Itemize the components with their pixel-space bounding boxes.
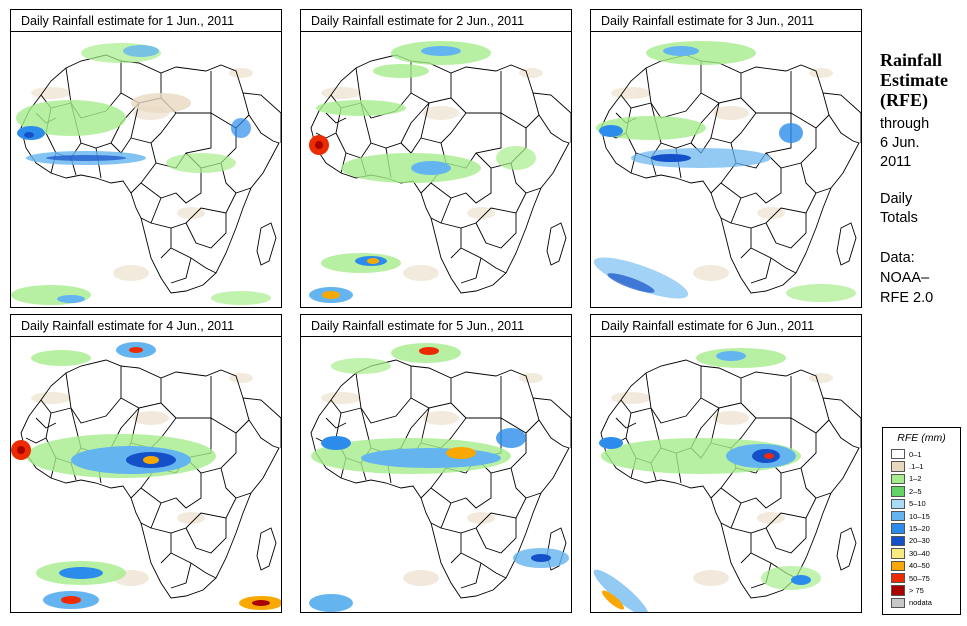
africa-map-4 [11,338,281,612]
sidebar-title-line1: Rainfall [880,50,943,70]
legend-label: 0–1 [909,449,922,459]
africa-map-2 [301,33,571,307]
legend-label: .1–1 [909,462,924,472]
rain-overlay-4 [11,342,281,610]
legend-swatch [891,473,905,485]
africa-map-6 [591,338,861,612]
legend-swatch [891,585,905,596]
map-panel-5: Daily Rainfall estimate for 5 Jun., 2011 [300,314,572,613]
legend-item: 2–5 [891,486,922,497]
legend-swatch [891,449,905,460]
map-panel-3: Daily Rainfall estimate for 3 Jun., 2011 [590,9,862,308]
legend-label: 30–40 [909,548,930,558]
map-panel-2: Daily Rainfall estimate for 2 Jun., 2011 [300,9,572,308]
legend-item: 5–10 [891,498,926,509]
legend-swatch [891,560,905,571]
panel-title-4: Daily Rainfall estimate for 4 Jun., 2011 [11,315,281,337]
sidebar-through: through [880,116,930,132]
sidebar-date-line1: 6 Jun. [880,135,920,151]
panel-title-5: Daily Rainfall estimate for 5 Jun., 2011 [301,315,571,337]
panel-title-2: Daily Rainfall estimate for 2 Jun., 2011 [301,10,571,32]
legend-item: 15–20 [891,523,930,534]
sidebar-date-line2: 2011 [880,154,912,170]
legend-item: 20–30 [891,535,930,547]
legend-title: RFE (mm) [897,432,946,444]
rfe-legend: RFE (mm) 0–1 .1–1 1–2 2–5 5–10 10–15 15–20 20–3… [882,427,961,615]
legend-item: 30–40 [891,548,930,559]
panel-title-1: Daily Rainfall estimate for 1 Jun., 2011 [11,10,281,32]
legend-swatch [891,486,905,497]
africa-map-1 [11,33,281,307]
legend-swatch [891,535,905,547]
sidebar-data-line1: Data: [880,250,915,266]
legend-label: 1–2 [909,474,922,484]
legend-label: 15–20 [909,524,930,534]
sidebar-data-line3: RFE 2.0 [880,290,934,306]
panel-title-6: Daily Rainfall estimate for 6 Jun., 2011 [591,315,861,337]
legend-item: 50–75 [891,573,930,584]
sidebar-title-line2: Estimate [880,70,948,90]
legend-label: 5–10 [909,499,926,509]
legend-swatch [891,461,905,472]
legend-label: 2–5 [909,486,922,496]
legend-swatch [891,498,905,509]
sidebar-data-line2: NOAA– [880,270,930,286]
legend-item: 10–15 [891,511,930,522]
legend-item: 40–50 [891,560,930,571]
africa-map-5 [301,338,571,612]
legend-label: nodata [909,598,932,608]
legend-swatch [891,511,905,522]
rain-overlay-1 [11,43,271,305]
legend-item: 1–2 [891,473,922,485]
rain-overlay-2 [309,41,536,303]
legend-swatch [891,523,905,534]
legend-item: nodata [891,597,932,609]
legend-label: 40–50 [909,561,930,571]
map-panel-1: Daily Rainfall estimate for 1 Jun., 2011 [10,9,282,308]
legend-label: 20–30 [909,536,930,546]
map-panel-6: Daily Rainfall estimate for 6 Jun., 2011 [590,314,862,613]
legend-swatch [891,573,905,584]
legend-item: > 75 [891,585,924,596]
map-panel-4: Daily Rainfall estimate for 4 Jun., 2011 [10,314,282,613]
legend-item: .1–1 [891,461,924,472]
rain-overlay-3 [593,41,856,302]
legend-label: 10–15 [909,511,930,521]
legend-label: > 75 [909,586,924,596]
legend-swatch [891,548,905,559]
legend-swatch [891,597,905,609]
panel-title-3: Daily Rainfall estimate for 3 Jun., 2011 [591,10,861,32]
sidebar-totals-line2: Totals [880,210,918,226]
rain-overlay-5 [309,343,569,612]
sidebar-totals-line1: Daily [880,191,913,207]
legend-label: 50–75 [909,573,930,583]
rain-overlay-6 [593,348,821,612]
legend-item: 0–1 [891,449,922,460]
sidebar-title-line3: (RFE) [880,90,928,110]
africa-map-3 [591,33,861,307]
